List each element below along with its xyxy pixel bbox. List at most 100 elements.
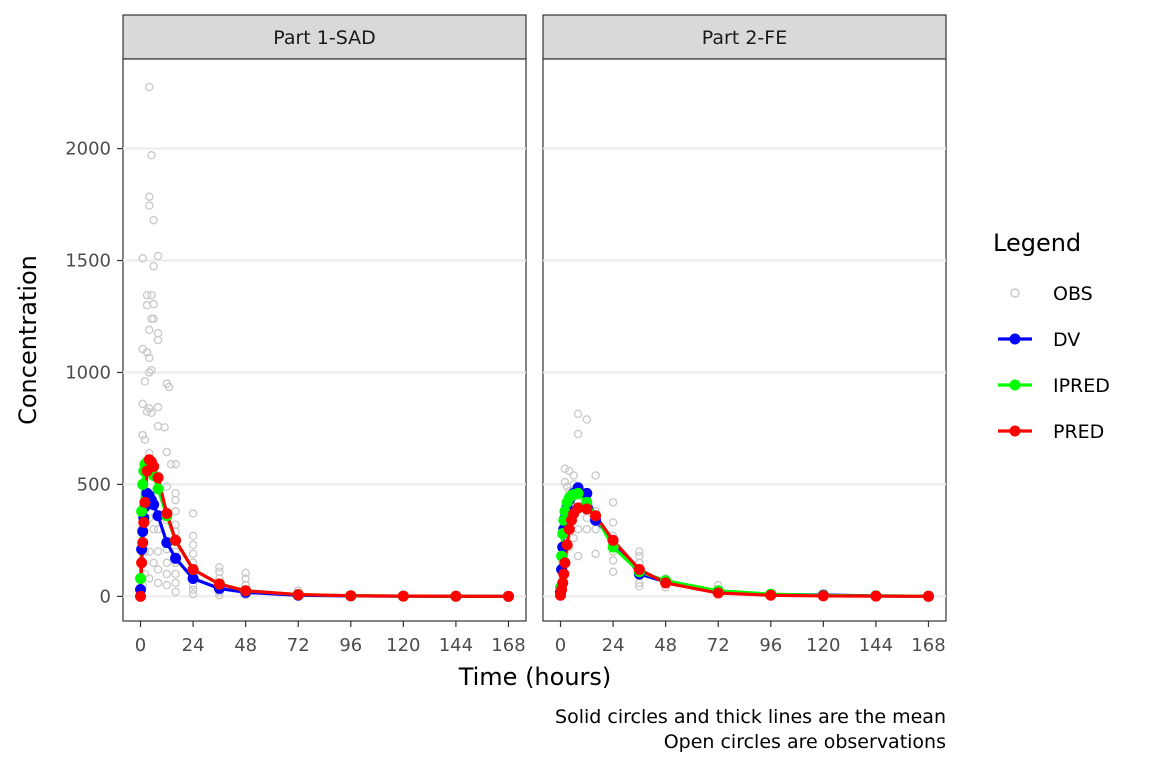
legend-entry-ipred: IPRED	[998, 375, 1110, 397]
obs-point	[145, 325, 154, 335]
legend-key-point-pred	[1009, 425, 1021, 437]
obs-point	[145, 353, 154, 363]
panel-1-series-points	[135, 454, 514, 602]
x-tick-label: 144	[439, 635, 473, 656]
legend-label-ipred: IPRED	[1053, 375, 1110, 397]
obs-point	[608, 498, 618, 507]
y-tick-label: 2000	[65, 139, 111, 160]
series-point-pred	[559, 557, 571, 569]
panel-2-title: Part 2-FE	[702, 27, 787, 49]
x-tick-label: 168	[491, 635, 525, 656]
obs-point	[140, 435, 150, 444]
obs-point	[153, 565, 163, 574]
obs-point	[608, 556, 618, 565]
x-tick-label: 120	[806, 635, 840, 656]
obs-point	[591, 549, 600, 559]
obs-point	[142, 348, 152, 357]
series-point-ipred	[572, 487, 584, 499]
series-point-dv	[170, 552, 182, 564]
obs-point	[241, 568, 250, 578]
obs-point	[162, 569, 172, 579]
obs-point	[188, 585, 198, 594]
series-point-pred	[137, 537, 149, 549]
series-point-dv	[187, 572, 199, 584]
obs-point	[138, 399, 147, 409]
series-point-ipred	[135, 572, 147, 584]
series-point-pred	[633, 564, 645, 576]
obs-point	[188, 549, 198, 559]
series-point-pred	[148, 461, 160, 473]
legend-title: Legend	[993, 229, 1081, 257]
x-tick-label: 72	[287, 635, 310, 656]
series-point-ipred	[136, 505, 148, 517]
obs-point	[149, 261, 158, 271]
obs-point	[582, 415, 592, 424]
series-point-pred	[922, 590, 934, 602]
x-tick-label: 24	[182, 635, 205, 656]
panel-1-plot-area	[122, 58, 527, 622]
x-tick-label: 48	[234, 635, 257, 656]
x-tick-label: 24	[602, 635, 625, 656]
obs-point	[147, 290, 156, 300]
legend-label-dv: DV	[1053, 329, 1080, 351]
series-point-pred	[572, 502, 584, 514]
legend-entries: OBS DV IPRED PRED	[998, 283, 1110, 443]
panel-1-x-axis: 0 24 48 72 96 120 144 168	[135, 621, 526, 656]
obs-point	[171, 578, 180, 588]
series-point-pred	[240, 585, 252, 597]
legend-entry-pred: PRED	[998, 421, 1104, 443]
y-tick-label: 500	[77, 474, 111, 495]
obs-point	[573, 409, 583, 419]
obs-point	[188, 509, 198, 518]
obs-point	[153, 578, 163, 588]
obs-point	[142, 407, 152, 416]
series-point-pred	[345, 590, 357, 602]
series-point-pred	[397, 590, 409, 602]
series-point-pred	[135, 590, 147, 602]
series-point-pred	[660, 577, 672, 589]
series-point-dv	[161, 537, 173, 549]
obs-point	[171, 507, 180, 516]
y-tick-label: 0	[100, 586, 111, 607]
obs-point	[582, 524, 592, 534]
series-point-pred	[139, 496, 151, 508]
legend-entry-obs: OBS	[1010, 283, 1093, 305]
panel-2-series-points	[555, 482, 934, 602]
obs-point	[153, 335, 163, 345]
obs-point	[573, 429, 583, 439]
legend: Legend OBS DV IPRED PRED	[993, 229, 1110, 443]
panel-1-title: Part 1-SAD	[273, 27, 376, 49]
x-tick-label: 0	[555, 635, 566, 656]
series-point-pred	[502, 590, 514, 602]
panel-part-2: Part 2-FE 0 24 48 72 96 120 144 168	[542, 14, 947, 656]
legend-label-obs: OBS	[1053, 283, 1093, 305]
obs-point	[171, 495, 180, 505]
obs-point	[162, 482, 172, 491]
series-point-pred	[817, 590, 829, 602]
panel-2-plot-area	[542, 58, 947, 622]
obs-point	[166, 460, 176, 469]
series-point-pred	[170, 534, 182, 546]
caption-line-2: Open circles are observations	[664, 731, 946, 753]
x-tick-label: 168	[911, 635, 945, 656]
obs-point	[188, 531, 198, 541]
obs-point	[149, 314, 158, 323]
obs-point	[149, 558, 158, 568]
obs-point	[635, 582, 644, 591]
series-point-ipred	[152, 483, 164, 495]
obs-point	[560, 477, 570, 487]
y-tick-label: 1500	[65, 251, 111, 272]
series-point-pred	[561, 539, 573, 551]
obs-point	[145, 368, 154, 377]
x-tick-label: 96	[339, 635, 362, 656]
legend-label-pred: PRED	[1053, 421, 1104, 443]
series-point-ipred	[137, 478, 149, 490]
panel-2-gridlines	[543, 147, 946, 598]
obs-point	[188, 589, 198, 599]
series-point-dv	[137, 525, 149, 537]
series-point-pred	[712, 587, 724, 599]
x-tick-label: 96	[759, 635, 782, 656]
series-point-pred	[581, 503, 593, 515]
obs-point	[188, 540, 198, 550]
